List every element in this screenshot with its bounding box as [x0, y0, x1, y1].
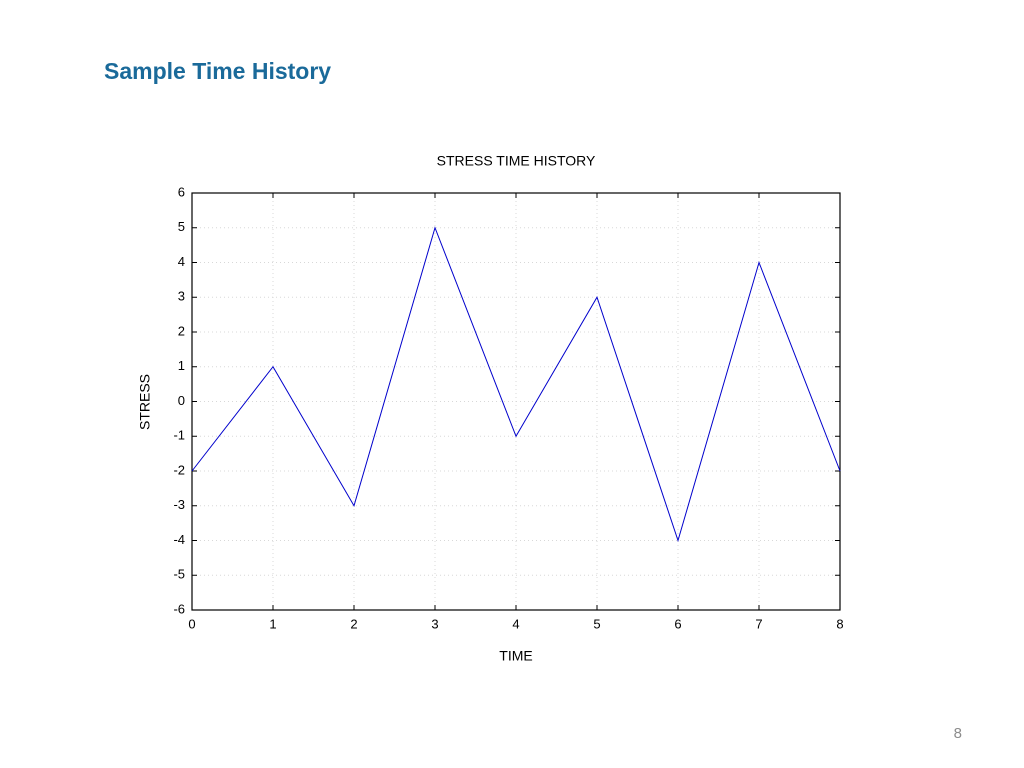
y-tick-label: 0 — [178, 393, 185, 408]
x-tick-label: 0 — [188, 616, 195, 631]
x-tick-label: 8 — [836, 616, 843, 631]
y-tick-label: 6 — [178, 184, 185, 199]
slide-title: Sample Time History — [104, 58, 331, 84]
x-tick-label: 2 — [350, 616, 357, 631]
y-tick-label: 5 — [178, 219, 185, 234]
page-number: 8 — [954, 725, 962, 742]
x-tick-label: 4 — [512, 616, 519, 631]
y-tick-label: 1 — [178, 358, 185, 373]
x-tick-label: 6 — [674, 616, 681, 631]
x-tick-label: 7 — [755, 616, 762, 631]
y-tick-label: -6 — [173, 601, 185, 616]
data-line — [191, 226, 841, 543]
y-tick-label: -3 — [173, 497, 185, 512]
y-tick-label: -4 — [173, 532, 185, 547]
y-axis-label: STRESS — [137, 374, 153, 430]
chart-title: STRESS TIME HISTORY — [437, 153, 596, 169]
y-tick-label: 2 — [178, 323, 185, 338]
x-tick-label: 1 — [269, 616, 276, 631]
y-tick-label: 3 — [178, 289, 185, 304]
x-tick-label: 5 — [593, 616, 600, 631]
y-tick-label: -5 — [173, 567, 185, 582]
y-tick-label: 4 — [178, 254, 185, 269]
plot-frame — [191, 192, 841, 611]
x-tick-label: 3 — [431, 616, 438, 631]
y-tick-label: -1 — [173, 428, 185, 443]
x-axis-label: TIME — [499, 648, 532, 664]
y-tick-label: -2 — [173, 462, 185, 477]
